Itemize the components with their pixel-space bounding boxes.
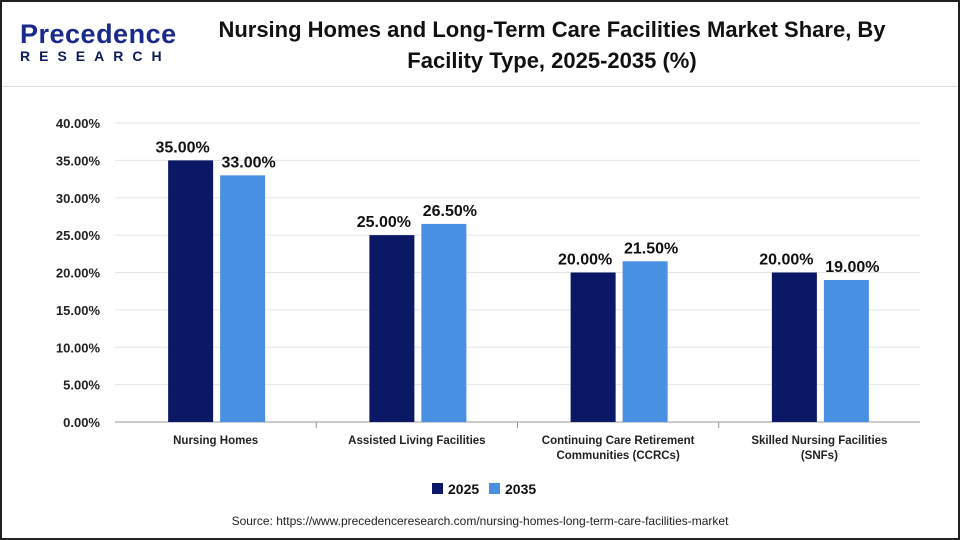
y-tick-label: 15.00%	[56, 303, 101, 318]
data-label: 20.00%	[558, 252, 612, 269]
bar-2025	[570, 272, 616, 422]
bar-2025	[771, 272, 817, 422]
legend-label: 2025	[448, 481, 479, 497]
legend-label: 2035	[505, 481, 536, 497]
y-tick-label: 5.00%	[63, 378, 100, 393]
legend-swatch-2025	[432, 483, 443, 494]
logo-line1: Precedence	[20, 19, 177, 49]
y-tick-label: 0.00%	[63, 415, 100, 430]
bar-2025	[369, 235, 415, 422]
data-label: 33.00%	[221, 154, 275, 171]
y-tick-label: 35.00%	[56, 153, 101, 168]
data-label: 26.50%	[423, 203, 477, 220]
data-label: 35.00%	[155, 139, 209, 156]
legend-swatch-2035	[489, 483, 500, 494]
data-label: 21.50%	[624, 240, 678, 257]
x-tick-label: Skilled Nursing Facilities	[751, 435, 887, 447]
data-label: 19.00%	[825, 259, 879, 276]
y-tick-label: 25.00%	[56, 228, 101, 243]
logo-line2: RESEARCH	[20, 48, 171, 64]
x-tick-label: Continuing Care Retirement	[542, 435, 695, 447]
data-label: 25.00%	[357, 214, 411, 231]
x-tick-label: Assisted Living Facilities	[348, 435, 485, 447]
bar-2035	[220, 175, 266, 422]
data-label: 20.00%	[759, 252, 813, 269]
y-tick-label: 40.00%	[56, 116, 101, 131]
x-tick-label: (SNFs)	[801, 450, 838, 462]
y-tick-label: 20.00%	[56, 266, 101, 281]
source-note: Source: https://www.precedenceresearch.c…	[231, 514, 729, 528]
bar-2035	[823, 279, 869, 422]
y-tick-label: 30.00%	[56, 191, 101, 206]
plot-panel	[2, 86, 958, 538]
y-tick-label: 10.00%	[56, 340, 101, 355]
x-tick-label: Communities (CCRCs)	[556, 450, 679, 462]
chart-title: Nursing Homes and Long-Term Care Facilit…	[218, 17, 886, 73]
bar-2035	[622, 261, 668, 422]
logo: Precedence RESEARCH	[20, 20, 177, 64]
bar-2025	[168, 160, 214, 422]
x-tick-label: Nursing Homes	[173, 435, 258, 447]
bar-2035	[421, 223, 467, 422]
